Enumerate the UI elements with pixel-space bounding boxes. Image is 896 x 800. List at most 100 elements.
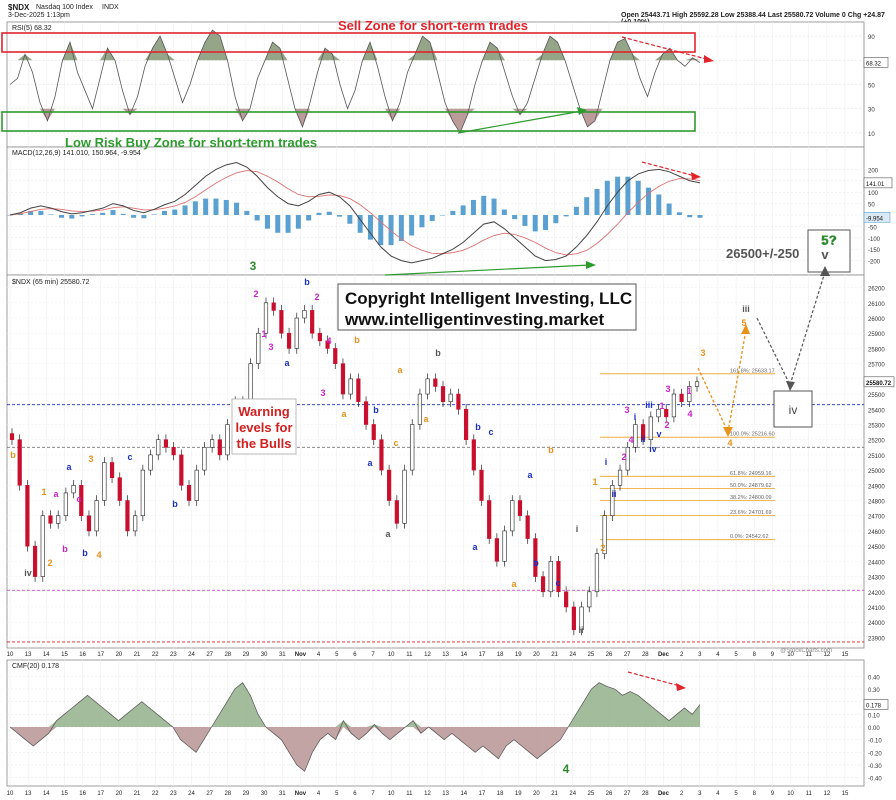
date-tick-label-bottom: 12 <box>424 791 431 797</box>
cmf-title: CMF(20) 0.178 <box>12 663 59 670</box>
macd-histogram-bar <box>192 201 198 215</box>
price-tick-label: 25400 <box>868 408 885 414</box>
rsi-tick-label: 90 <box>868 35 875 41</box>
wave-label: a <box>66 462 72 472</box>
price-tick-label: 24700 <box>868 515 885 521</box>
copyright-box <box>337 283 637 331</box>
candle-down <box>433 378 438 387</box>
date-tick-label-bottom: 30 <box>261 791 268 797</box>
date-tick-label-bottom: 9 <box>771 791 775 797</box>
chart-date: 3-Dec-2025 1:13pm <box>8 12 70 19</box>
wave-label: 1 <box>41 487 46 497</box>
candle-down <box>471 439 476 471</box>
macd-histogram-bar <box>604 180 610 215</box>
date-tick-label-bottom: 10 <box>787 791 794 797</box>
date-tick-label-bottom: 5 <box>335 791 339 797</box>
macd-histogram-bar <box>553 215 559 224</box>
date-tick-label: 19 <box>515 652 522 658</box>
macd-histogram-bar <box>131 215 137 218</box>
date-tick-label-bottom: 10 <box>388 791 395 797</box>
date-tick-label-bottom: 17 <box>479 791 486 797</box>
wave-label: 1 <box>659 401 664 411</box>
wave-label: b <box>10 450 16 460</box>
candle-down <box>179 454 184 486</box>
date-tick-label-bottom: 23 <box>170 791 177 797</box>
date-tick-label-bottom: 15 <box>842 791 849 797</box>
date-tick-label-bottom: 21 <box>551 791 558 797</box>
macd-histogram-bar <box>244 210 250 215</box>
macd-histogram-bar <box>275 215 281 233</box>
cmf-tick-label: 0.30 <box>868 688 880 694</box>
date-tick-label-bottom: 14 <box>460 791 467 797</box>
macd-last-badge <box>863 177 893 189</box>
date-tick-label: 30 <box>261 652 268 658</box>
candle-up <box>40 515 45 577</box>
rsi-tick-label: 30 <box>868 108 875 114</box>
macd-histogram-bar <box>306 215 312 221</box>
brand-label: @StockCharts.com <box>780 648 832 654</box>
macd-tick-label: 50 <box>868 203 875 209</box>
price-tick-label: 26100 <box>868 302 885 308</box>
price-panel <box>6 274 865 649</box>
macd-histogram-bar <box>151 214 157 215</box>
wave-label: c <box>76 494 81 504</box>
candle-down <box>464 408 469 440</box>
cmf-line <box>9 682 701 772</box>
wave-label: 4 <box>326 336 331 346</box>
macd-histogram-bar <box>429 215 435 222</box>
candle-down <box>217 439 222 456</box>
wave-label: i <box>605 457 608 467</box>
date-tick-label: 21 <box>134 652 141 658</box>
date-tick-label: 22 <box>152 652 159 658</box>
date-tick-label: 31 <box>279 652 286 658</box>
rsi-indicator <box>9 29 701 134</box>
date-tick-label: 15 <box>842 652 849 658</box>
macd-histogram-bar <box>182 205 188 215</box>
macd-histogram-bar <box>594 189 600 215</box>
macd-hist-value: -9.954 <box>866 216 884 222</box>
fib-level-label: 161.8%: 25633.17 <box>730 368 775 374</box>
macd-histogram-bar <box>584 197 590 215</box>
cmf-red-divergence-arrow <box>627 671 681 687</box>
date-tick-label-bottom: 28 <box>642 791 649 797</box>
candle-up <box>133 515 138 532</box>
date-tick-label-bottom: 24 <box>569 791 576 797</box>
macd-histogram-bar <box>460 205 466 215</box>
copyright-line1: Copyright Intelligent Investing, LLC <box>345 289 632 308</box>
candle-up <box>94 500 99 532</box>
macd-histogram-bar <box>48 214 54 215</box>
rsi-last-badge <box>863 57 889 68</box>
candle-up <box>56 515 61 524</box>
macd-histogram-bar <box>697 215 703 218</box>
date-tick-label: 27 <box>624 652 631 658</box>
sell-zone-label: Sell Zone for short-term trades <box>338 18 528 33</box>
date-tick-label-bottom: 17 <box>97 791 104 797</box>
date-tick-label-bottom: 20 <box>533 791 540 797</box>
candle-down <box>79 485 84 517</box>
candle-up <box>633 424 638 448</box>
rsi-last-value: 68.32 <box>866 61 882 67</box>
date-tick-label: 20 <box>116 652 123 658</box>
candle-down <box>25 485 30 547</box>
wave-label: 2 <box>664 420 669 430</box>
wave-label: a <box>423 414 429 424</box>
candle-up <box>648 416 653 440</box>
date-tick-label: 10 <box>787 652 794 658</box>
copyright-line2: www.intelligentinvesting.market <box>344 310 604 329</box>
wave-label: 2 <box>600 543 605 553</box>
cmf-last-value: 0.178 <box>866 703 882 709</box>
date-tick-label: 28 <box>224 652 231 658</box>
fib-level-label: 23.6%: 24701.69 <box>730 510 772 516</box>
date-tick-label-bottom: 4 <box>716 791 720 797</box>
macd-tick-label: -200 <box>868 260 881 266</box>
rsi-red-divergence-arrow <box>621 36 711 61</box>
candle-up <box>510 500 515 532</box>
date-tick-label-bottom: 11 <box>806 791 813 797</box>
macd-last-value: 141.01 <box>866 182 885 188</box>
candle-up <box>202 446 207 471</box>
wave-label: 3 <box>88 454 93 464</box>
wave-label: 3 <box>268 342 273 352</box>
price-tick-label: 25200 <box>868 439 885 445</box>
gray-projection-head-down <box>786 381 795 391</box>
wave-label: 4 <box>687 409 692 419</box>
